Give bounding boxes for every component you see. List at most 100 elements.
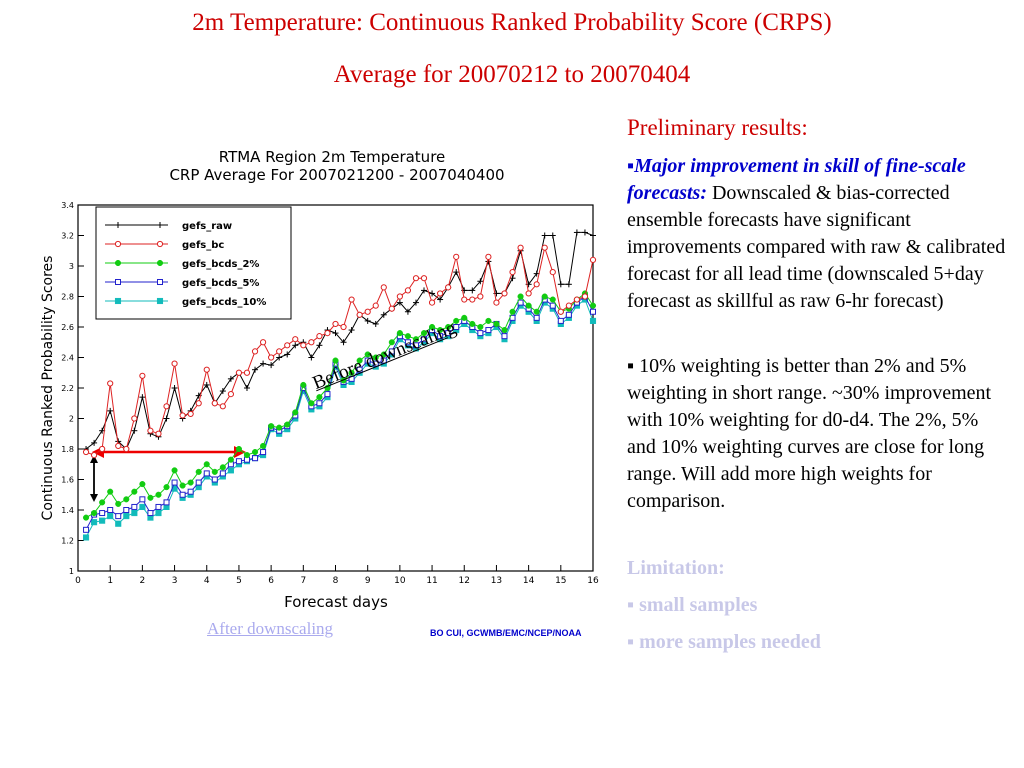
data-point-gefs_raw	[332, 330, 339, 337]
data-point-gefs_bc	[348, 296, 355, 303]
data-point-gefs_bc	[131, 415, 138, 422]
data-point-gefs_bcds_2	[179, 482, 186, 489]
data-point-gefs_bc	[356, 311, 363, 318]
data-point-gefs_raw	[477, 278, 484, 285]
data-point-gefs_bcds_5	[404, 339, 411, 346]
data-point-gefs_bc	[251, 348, 259, 355]
data-point-gefs_raw	[421, 287, 428, 294]
data-point-gefs_bc	[420, 275, 428, 282]
data-point-gefs_bcds_2	[276, 424, 283, 431]
data-point-gefs_raw	[107, 407, 114, 414]
x-tick-label: 13	[491, 576, 502, 586]
data-point-gefs_bc	[589, 256, 597, 264]
legend-label: gefs_bcds_10%	[182, 297, 266, 308]
data-point-gefs_bc	[300, 342, 307, 349]
data-point-gefs_bc	[493, 299, 500, 306]
data-point-gefs_bcds_5	[412, 342, 419, 349]
data-point-gefs_bc	[453, 253, 460, 260]
data-point-gefs_bc	[340, 323, 347, 331]
bullet-2-text: 10% weighting is better than 2% and 5% w…	[627, 355, 992, 512]
preliminary-heading: Preliminary results:	[627, 115, 808, 140]
data-point-gefs_bc	[187, 410, 194, 418]
data-point-gefs_bcds_2	[437, 327, 444, 334]
results-panel: Preliminary results: ▪Major improvement …	[627, 114, 1012, 656]
bullet-1-text: Downscaled & bias-corrected ensemble for…	[627, 182, 1006, 312]
chart-svg: RTMA Region 2m Temperature CRP Average F…	[40, 148, 599, 611]
data-point-gefs_bc	[123, 445, 130, 453]
data-point-gefs_bc	[517, 244, 524, 251]
data-point-gefs_bcds_5	[485, 327, 492, 334]
x-tick-label: 0	[75, 576, 81, 586]
data-point-gefs_bcds_2	[115, 500, 122, 507]
data-point-gefs_bcds_2	[549, 296, 556, 303]
data-point-gefs_bc	[107, 380, 114, 387]
data-point-gefs_bcds_10	[131, 510, 138, 517]
data-point-gefs_bc	[292, 336, 299, 343]
chart-title: RTMA Region 2m Temperature	[219, 148, 446, 166]
data-point-gefs_bc	[509, 269, 516, 276]
y-tick-label: 1.6	[61, 476, 74, 485]
data-point-gefs_raw	[573, 229, 580, 236]
data-point-gefs_bcds_5	[421, 336, 428, 343]
data-point-gefs_bc	[404, 287, 412, 294]
x-tick-label: 3	[172, 576, 178, 586]
series-gefs_bcds_5	[83, 293, 596, 533]
data-point-gefs_bcds_5	[445, 330, 452, 337]
data-point-gefs_raw	[227, 375, 234, 382]
data-point-gefs_raw	[364, 317, 371, 324]
y-tick-label: 2.8	[61, 293, 74, 302]
data-point-gefs_bcds_5	[372, 360, 379, 367]
data-point-gefs_bcds_5	[252, 455, 259, 462]
data-point-gefs_bc	[243, 369, 251, 376]
data-point-gefs_bcds_2	[477, 323, 484, 331]
data-point-gefs_raw	[590, 232, 596, 239]
data-point-gefs_bcds_5	[99, 510, 106, 517]
data-point-gefs_bcds_5	[453, 324, 460, 330]
data-point-gefs_raw	[469, 287, 476, 294]
y-tick-label: 3.2	[61, 232, 74, 241]
data-point-gefs_bcds_2	[589, 302, 597, 309]
series-gefs_bc	[82, 244, 597, 459]
data-point-gefs_bcds_10	[139, 503, 146, 510]
legend-entry-gefs_raw: gefs_raw	[105, 221, 232, 232]
data-point-gefs_bcds_10	[99, 517, 106, 524]
data-point-gefs_bcds_10	[227, 467, 234, 474]
legend-label: gefs_bcds_2%	[182, 259, 259, 270]
data-point-gefs_bcds_5	[517, 299, 524, 306]
data-point-gefs_bc	[549, 269, 556, 276]
data-point-gefs_bc	[179, 412, 186, 419]
data-point-gefs_bcds_5	[557, 317, 564, 324]
y-tick-label: 2.2	[61, 384, 74, 393]
x-tick-label: 6	[268, 576, 274, 586]
data-point-gefs_bc	[195, 400, 202, 407]
data-point-gefs_bc	[412, 275, 420, 282]
data-point-gefs_bcds_2	[187, 479, 194, 486]
data-point-gefs_bcds_2	[517, 293, 524, 300]
data-point-gefs_bc	[235, 369, 243, 376]
data-point-gefs_raw	[308, 354, 315, 361]
data-point-gefs_bcds_2	[123, 496, 130, 503]
data-point-gefs_bc	[308, 339, 315, 346]
data-point-gefs_bcds_5	[139, 496, 146, 503]
data-point-gefs_bcds_10	[589, 317, 597, 324]
gap-arrow-head-up	[90, 455, 98, 463]
y-tick-label: 1.8	[61, 445, 74, 454]
data-point-gefs_bc	[541, 244, 548, 251]
data-point-gefs_bc	[90, 452, 98, 459]
data-point-gefs_bc	[115, 442, 122, 450]
data-point-gefs_raw	[91, 439, 98, 446]
crps-chart: RTMA Region 2m Temperature CRP Average F…	[0, 135, 620, 655]
series-gefs_bcds_10	[82, 296, 597, 541]
data-point-gefs_bcds_2	[155, 491, 162, 498]
data-point-gefs_bcds_2	[525, 302, 532, 309]
y-axis-label: Continuous Ranked Probability Scores	[40, 256, 56, 521]
data-point-gefs_bcds_5	[533, 314, 540, 321]
y-tick-label: 2.6	[61, 323, 74, 332]
limitation-item-2: ▪ more samples needed	[627, 631, 821, 653]
data-point-gefs_bcds_10	[123, 513, 130, 520]
data-point-gefs_raw	[243, 385, 250, 391]
data-point-gefs_bc	[316, 333, 323, 340]
data-point-gefs_raw	[284, 351, 291, 358]
data-point-gefs_bc	[171, 360, 178, 367]
data-point-gefs_raw	[268, 362, 275, 369]
